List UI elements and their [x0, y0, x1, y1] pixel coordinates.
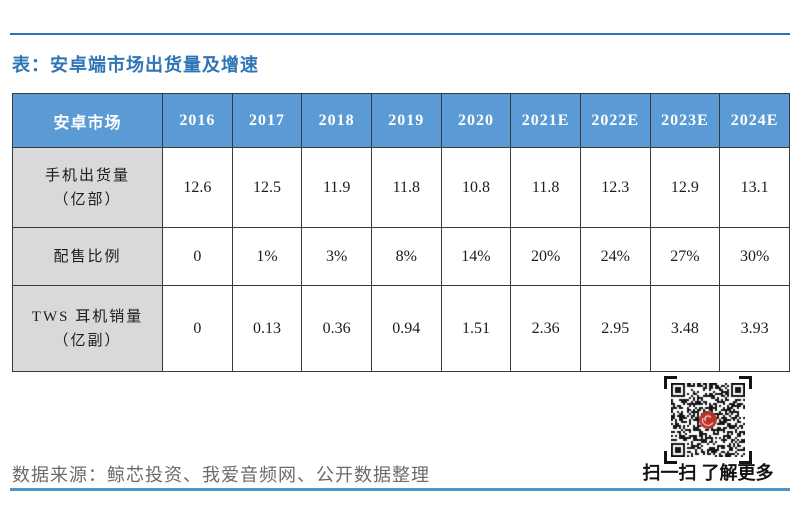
data-cell: 3.93: [719, 285, 790, 372]
year-header-2016: 2016: [162, 93, 233, 148]
page-title: 表：安卓端市场出货量及增速: [12, 55, 259, 75]
data-cell: 11.9: [301, 147, 372, 228]
bracket-top-right-icon: [739, 376, 752, 389]
table-body: 手机出货量 （亿部） 12.6 12.5 11.9 11.8 10.8 11.8 12.3 12…: [12, 147, 790, 372]
row-label: TWS 耳机销量 （亿副）: [12, 285, 163, 372]
data-cell: 12.5: [231, 147, 303, 228]
data-cell: 1.51: [440, 285, 512, 372]
year-header-2024e: 2024E: [719, 93, 790, 148]
bracket-bottom-left-icon: [664, 451, 677, 464]
bracket-top-left-icon: [664, 376, 677, 389]
data-cell: 0: [162, 285, 233, 372]
data-cell: 12.6: [162, 147, 233, 228]
qr-caption: 扫一扫 了解更多: [642, 463, 774, 483]
data-cell: 0.36: [301, 285, 372, 372]
year-header-2021e: 2021E: [510, 93, 581, 148]
bottom-divider: [10, 488, 790, 491]
data-cell: 27%: [649, 227, 721, 286]
data-cell: 2.95: [579, 285, 651, 372]
table-row: TWS 耳机销量 （亿副） 0 0.13 0.36 0.94 1.51 2.36 2.95 3.…: [12, 285, 790, 372]
corner-header: 安卓市场: [12, 93, 163, 148]
data-cell: 11.8: [510, 147, 581, 228]
year-header-2019: 2019: [370, 93, 442, 148]
data-cell: 3.48: [649, 285, 721, 372]
year-header-2018: 2018: [301, 93, 372, 148]
row-label: 手机出货量 （亿部）: [12, 147, 163, 228]
data-cell: 24%: [579, 227, 651, 286]
data-cell: 11.8: [370, 147, 442, 228]
qr-scan-frame: [664, 376, 752, 464]
table-row: 配售比例 0 1% 3% 8% 14% 20% 24% 27% 30%: [12, 227, 790, 286]
table-header-row: 安卓市场 2016 2017 2018 2019 2020 2021E 2022E 2023E 2…: [12, 93, 790, 148]
year-header-2023e: 2023E: [649, 93, 721, 148]
qr-code: [671, 383, 745, 457]
year-header-2017: 2017: [231, 93, 303, 148]
year-header-2022e: 2022E: [579, 93, 651, 148]
android-market-table: 安卓市场 2016 2017 2018 2019 2020 2021E 2022E 2023E 2…: [12, 93, 790, 372]
data-cell: 30%: [719, 227, 790, 286]
data-cell: 0: [162, 227, 233, 286]
data-cell: 20%: [510, 227, 581, 286]
data-cell: 8%: [370, 227, 442, 286]
data-cell: 0.94: [370, 285, 442, 372]
data-cell: 10.8: [440, 147, 512, 228]
data-cell: 1%: [231, 227, 303, 286]
data-cell: 2.36: [510, 285, 581, 372]
data-source-note: 数据来源：鲸芯投资、我爱音频网、公开数据整理: [12, 465, 430, 485]
row-label: 配售比例: [12, 227, 163, 286]
data-cell: 3%: [301, 227, 372, 286]
bracket-bottom-right-icon: [739, 451, 752, 464]
top-divider: [10, 33, 790, 35]
data-cell: 12.3: [579, 147, 651, 228]
year-header-2020: 2020: [440, 93, 512, 148]
data-cell: 14%: [440, 227, 512, 286]
data-cell: 0.13: [231, 285, 303, 372]
data-cell: 12.9: [649, 147, 721, 228]
table-row: 手机出货量 （亿部） 12.6 12.5 11.9 11.8 10.8 11.8 12.3 12…: [12, 147, 790, 228]
data-cell: 13.1: [719, 147, 790, 228]
